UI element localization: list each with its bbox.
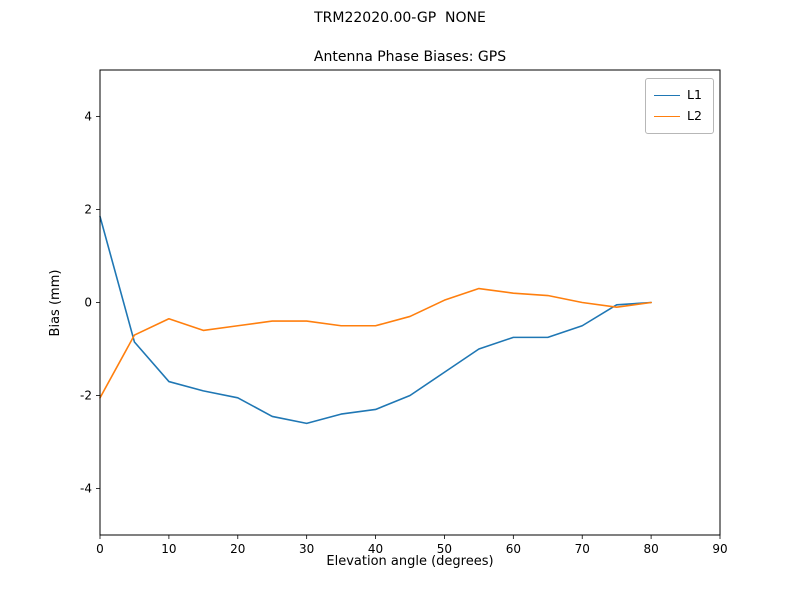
legend-label-l2: L2 xyxy=(687,108,702,124)
x-tick-label: 40 xyxy=(368,542,383,556)
legend-line-sample-l1 xyxy=(654,95,680,96)
x-tick-label: 70 xyxy=(575,542,590,556)
x-tick-label: 80 xyxy=(643,542,658,556)
x-tick-label: 50 xyxy=(437,542,452,556)
legend: L1 L2 xyxy=(645,78,714,134)
x-tick-label: 0 xyxy=(96,542,104,556)
y-tick-label: -4 xyxy=(80,482,92,496)
x-axis-label: Elevation angle (degrees) xyxy=(326,554,494,569)
legend-label-l1: L1 xyxy=(687,87,702,103)
x-tick-label: 20 xyxy=(230,542,245,556)
legend-entry-l1: L1 xyxy=(654,85,713,106)
legend-line-sample-l2 xyxy=(654,116,680,117)
y-tick-label: 4 xyxy=(84,110,92,124)
axes-title: Antenna Phase Biases: GPS xyxy=(313,49,507,65)
legend-entry-l2: L2 xyxy=(654,106,713,127)
figure-suptitle: TRM22020.00-GP NONE xyxy=(314,10,486,26)
axes-frame xyxy=(99,69,721,536)
y-axis-label: Bias (mm) xyxy=(48,269,63,337)
x-tick-label: 90 xyxy=(712,542,727,556)
y-tick-label: -2 xyxy=(80,389,92,403)
x-tick-label: 60 xyxy=(506,542,521,556)
series-line-l2 xyxy=(99,287,652,399)
y-tick-label: 0 xyxy=(84,296,92,310)
series-line-l1 xyxy=(99,215,652,425)
x-tick-label: 10 xyxy=(161,542,176,556)
x-tick-label: 30 xyxy=(299,542,314,556)
y-tick-label: 2 xyxy=(84,203,92,217)
